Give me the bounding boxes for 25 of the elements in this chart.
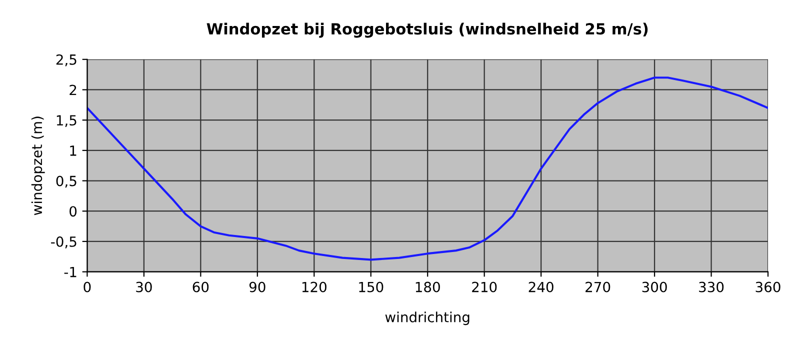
x-tick-label: 300	[642, 282, 667, 292]
x-tick-label: 0	[84, 282, 91, 292]
y-tick-label: -1	[64, 266, 76, 278]
x-tick-label: 330	[699, 282, 724, 292]
x-tick-label: 240	[528, 282, 554, 292]
x-tick-label: 30	[136, 282, 152, 292]
y-tick-label: 0,5	[56, 176, 76, 188]
y-tick-label: 1,5	[56, 115, 76, 127]
x-tick-label: 210	[472, 282, 497, 292]
x-tick-label: 60	[192, 282, 209, 292]
y-tick-label: 0	[70, 206, 77, 217]
x-tick-label: 120	[302, 282, 326, 292]
y-axis-title: windopzet (m)	[31, 116, 45, 216]
y-tick-label: 2	[70, 84, 76, 96]
x-tick-label: 150	[359, 282, 384, 292]
x-axis-title: windrichting	[385, 312, 470, 326]
x-tick-label: 360	[756, 282, 780, 292]
chart-title: Windopzet bij Roggebotsluis (windsnelheid 25 m/s)	[206, 22, 648, 38]
line-series	[87, 76, 768, 261]
x-tick-label: 270	[586, 282, 610, 292]
y-tick-label: 1	[70, 146, 76, 156]
x-tick-label: 90	[249, 282, 266, 292]
y-tick-label: -0,5	[51, 236, 76, 248]
x-tick-label: 180	[416, 282, 440, 292]
y-tick-label: 2,5	[56, 54, 76, 66]
